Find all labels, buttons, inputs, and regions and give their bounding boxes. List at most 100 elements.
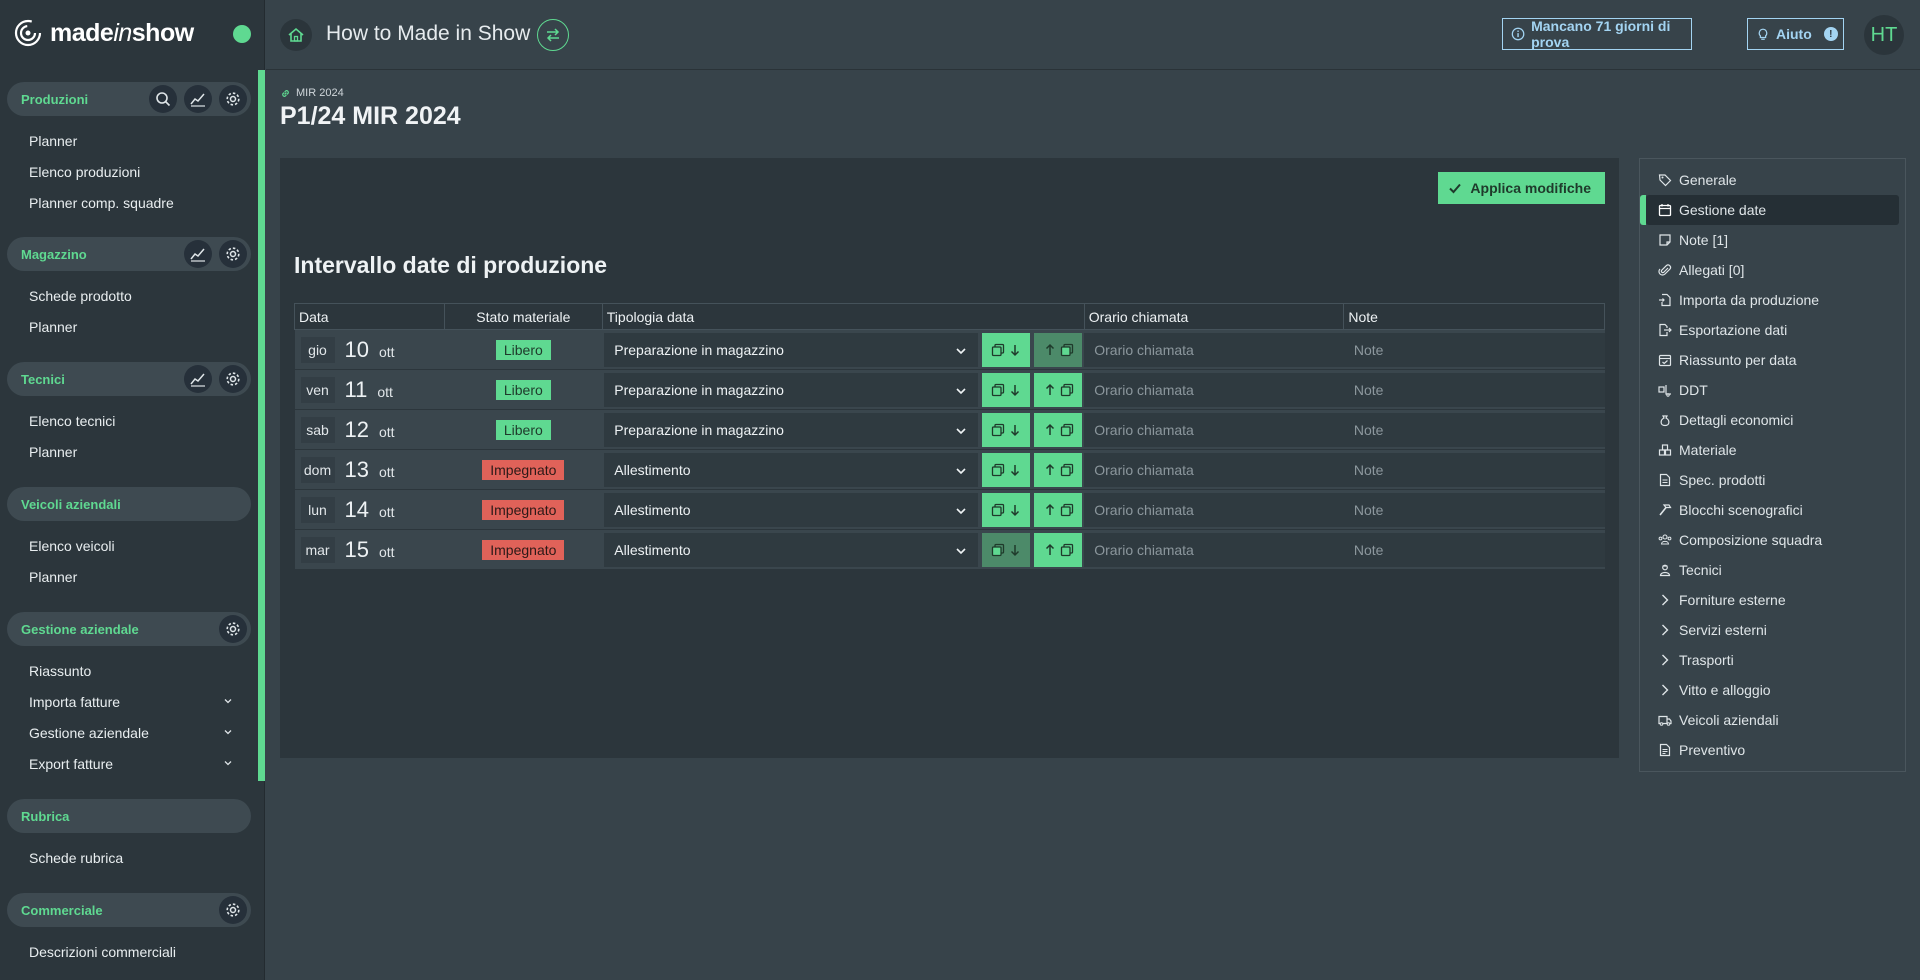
section-title: Magazzino bbox=[21, 246, 87, 262]
nav-item-esportazione-dati[interactable]: Esportazione dati bbox=[1640, 315, 1905, 345]
copy-up-button[interactable] bbox=[1034, 492, 1083, 527]
note-input[interactable]: Note bbox=[1343, 532, 1605, 567]
gear-icon[interactable] bbox=[219, 85, 247, 113]
tipologia-cell: Allestimento bbox=[602, 449, 1085, 490]
tipologia-select[interactable]: Preparazione in magazzino bbox=[604, 372, 979, 407]
note-input[interactable]: Note bbox=[1343, 412, 1605, 447]
nav-item-importa-da-produzione[interactable]: Importa da produzione bbox=[1640, 285, 1905, 315]
tipologia-select[interactable]: Allestimento bbox=[604, 452, 979, 487]
tipologia-cell: Preparazione in magazzino bbox=[602, 369, 1085, 410]
copy-down-button[interactable] bbox=[982, 532, 1031, 567]
nav-item-blocchi-scenografici[interactable]: Blocchi scenografici bbox=[1640, 495, 1905, 525]
switch-workspace-button[interactable] bbox=[537, 19, 569, 51]
nav-item-tecnici[interactable]: Tecnici bbox=[1640, 555, 1905, 585]
note-input[interactable]: Note bbox=[1343, 332, 1605, 367]
copy-up-button[interactable] bbox=[1034, 532, 1083, 567]
orario-chiamata-input[interactable]: Orario chiamata bbox=[1084, 532, 1344, 567]
breadcrumb[interactable]: MIR 2024 bbox=[280, 87, 344, 99]
nav-item-allegati-0[interactable]: Allegati [0] bbox=[1640, 255, 1905, 285]
nav-item-riassunto-per-data[interactable]: Riassunto per data bbox=[1640, 345, 1905, 375]
home-button[interactable] bbox=[280, 19, 312, 51]
section-header[interactable]: Commerciale bbox=[7, 893, 251, 927]
help-button[interactable]: Aiuto ! bbox=[1747, 18, 1844, 50]
section-header[interactable]: Magazzino bbox=[7, 237, 251, 271]
search-icon[interactable] bbox=[149, 85, 177, 113]
tipologia-select[interactable]: Preparazione in magazzino bbox=[604, 332, 979, 367]
gear-icon[interactable] bbox=[219, 240, 247, 268]
section-header[interactable]: Rubrica bbox=[7, 799, 251, 833]
orario-chiamata-input[interactable]: Orario chiamata bbox=[1084, 412, 1344, 447]
nav-item-preventivo[interactable]: Preventivo bbox=[1640, 735, 1905, 765]
nav-item-vitto-e-alloggio[interactable]: Vitto e alloggio bbox=[1640, 675, 1905, 705]
sidebar-item-gestione-aziendale[interactable]: Gestione aziendale bbox=[7, 717, 251, 748]
copy-up-button[interactable] bbox=[1034, 332, 1083, 367]
note-input[interactable]: Note bbox=[1343, 492, 1605, 527]
copy-up-button[interactable] bbox=[1034, 412, 1083, 447]
section-header[interactable]: Veicoli aziendali bbox=[7, 487, 251, 521]
nav-item-note-1[interactable]: Note [1] bbox=[1640, 225, 1905, 255]
sidebar-item-elenco-veicoli[interactable]: Elenco veicoli bbox=[29, 537, 115, 554]
sidebar-item-elenco-tecnici[interactable]: Elenco tecnici bbox=[29, 412, 116, 429]
sidebar-item-export-fatture[interactable]: Export fatture bbox=[7, 748, 251, 779]
tipologia-select[interactable]: Preparazione in magazzino bbox=[604, 412, 979, 447]
sidebar-item-planner[interactable]: Planner bbox=[29, 318, 78, 335]
sidebar-item-importa-fatture[interactable]: Importa fatture bbox=[7, 686, 251, 717]
gear-icon[interactable] bbox=[219, 896, 247, 924]
chart-line-icon[interactable] bbox=[184, 240, 212, 268]
note-input[interactable]: Note bbox=[1343, 372, 1605, 407]
day-number: 12 bbox=[344, 416, 369, 442]
sidebar-item-planner[interactable]: Planner bbox=[29, 568, 78, 585]
sidebar-item-elenco-produzioni[interactable]: Elenco produzioni bbox=[29, 163, 141, 180]
gear-icon[interactable] bbox=[219, 365, 247, 393]
section-header[interactable]: Produzioni bbox=[7, 82, 251, 116]
truck-loading-icon bbox=[1658, 385, 1671, 397]
sidebar-item-planner[interactable]: Planner bbox=[29, 443, 78, 460]
chart-line-icon[interactable] bbox=[184, 85, 212, 113]
chart-line-icon[interactable] bbox=[184, 365, 212, 393]
chevron-down-icon bbox=[224, 730, 232, 735]
note-input[interactable]: Note bbox=[1343, 452, 1605, 487]
gear-icon[interactable] bbox=[219, 615, 247, 643]
sidebar-item-descrizioni-commerciali[interactable]: Descrizioni commerciali bbox=[29, 943, 177, 960]
nav-item-forniture-esterne[interactable]: Forniture esterne bbox=[1640, 585, 1905, 615]
copy-down-button[interactable] bbox=[982, 372, 1031, 407]
orario-chiamata-input[interactable]: Orario chiamata bbox=[1084, 372, 1344, 407]
avatar[interactable]: HT bbox=[1864, 15, 1904, 55]
nav-item-ddt[interactable]: DDT bbox=[1640, 375, 1905, 405]
nav-item-veicoli-aziendali[interactable]: Veicoli aziendali bbox=[1640, 705, 1905, 735]
sidebar-item-planner[interactable]: Planner bbox=[29, 132, 78, 149]
sidebar-item-schede-prodotto[interactable]: Schede prodotto bbox=[29, 287, 132, 304]
orario-chiamata-input[interactable]: Orario chiamata bbox=[1084, 492, 1344, 527]
stato-cell: Impegnato bbox=[444, 449, 603, 490]
copy-down-button[interactable] bbox=[982, 332, 1031, 367]
nav-item-materiale[interactable]: Materiale bbox=[1640, 435, 1905, 465]
day-number: 14 bbox=[344, 496, 369, 522]
sidebar-section-produzioni: Produzioni Planner Elenco produzioni Pla… bbox=[7, 82, 251, 218]
copy-down-button[interactable] bbox=[982, 492, 1031, 527]
section-header[interactable]: Tecnici bbox=[7, 362, 251, 396]
orario-chiamata-input[interactable]: Orario chiamata bbox=[1084, 332, 1344, 367]
copy-down-button[interactable] bbox=[982, 452, 1031, 487]
copy-up-button[interactable] bbox=[1034, 452, 1083, 487]
sidebar-item-riassunto[interactable]: Riassunto bbox=[29, 662, 92, 679]
nav-item-servizi-esterni[interactable]: Servizi esterni bbox=[1640, 615, 1905, 645]
nav-item-composizione-squadra[interactable]: Composizione squadra bbox=[1640, 525, 1905, 555]
copy-down-button[interactable] bbox=[982, 412, 1031, 447]
trial-days-button[interactable]: Mancano 71 giorni di prova bbox=[1502, 18, 1692, 50]
apply-changes-button[interactable]: Applica modifiche bbox=[1438, 172, 1605, 204]
copy-up-button[interactable] bbox=[1034, 372, 1083, 407]
section-header[interactable]: Gestione aziendale bbox=[7, 612, 251, 646]
nav-item-trasporti[interactable]: Trasporti bbox=[1640, 645, 1905, 675]
tipologia-select[interactable]: Allestimento bbox=[604, 532, 979, 567]
nav-item-generale[interactable]: Generale bbox=[1640, 165, 1905, 195]
nav-item-spec-prodotti[interactable]: Spec. prodotti bbox=[1640, 465, 1905, 495]
nav-item-label: Allegati [0] bbox=[1679, 262, 1745, 278]
copy-icon bbox=[1060, 543, 1073, 556]
orario-chiamata-input[interactable]: Orario chiamata bbox=[1084, 452, 1344, 487]
nav-item-gestione-date[interactable]: Gestione date bbox=[1640, 195, 1899, 225]
logo[interactable]: madeinshow bbox=[14, 17, 194, 49]
sidebar-item-planner-comp-squadre[interactable]: Planner comp. squadre bbox=[29, 194, 174, 211]
nav-item-dettagli-economici[interactable]: Dettagli economici bbox=[1640, 405, 1905, 435]
tipologia-select[interactable]: Allestimento bbox=[604, 492, 979, 527]
sidebar-item-schede-rubrica[interactable]: Schede rubrica bbox=[29, 849, 124, 866]
